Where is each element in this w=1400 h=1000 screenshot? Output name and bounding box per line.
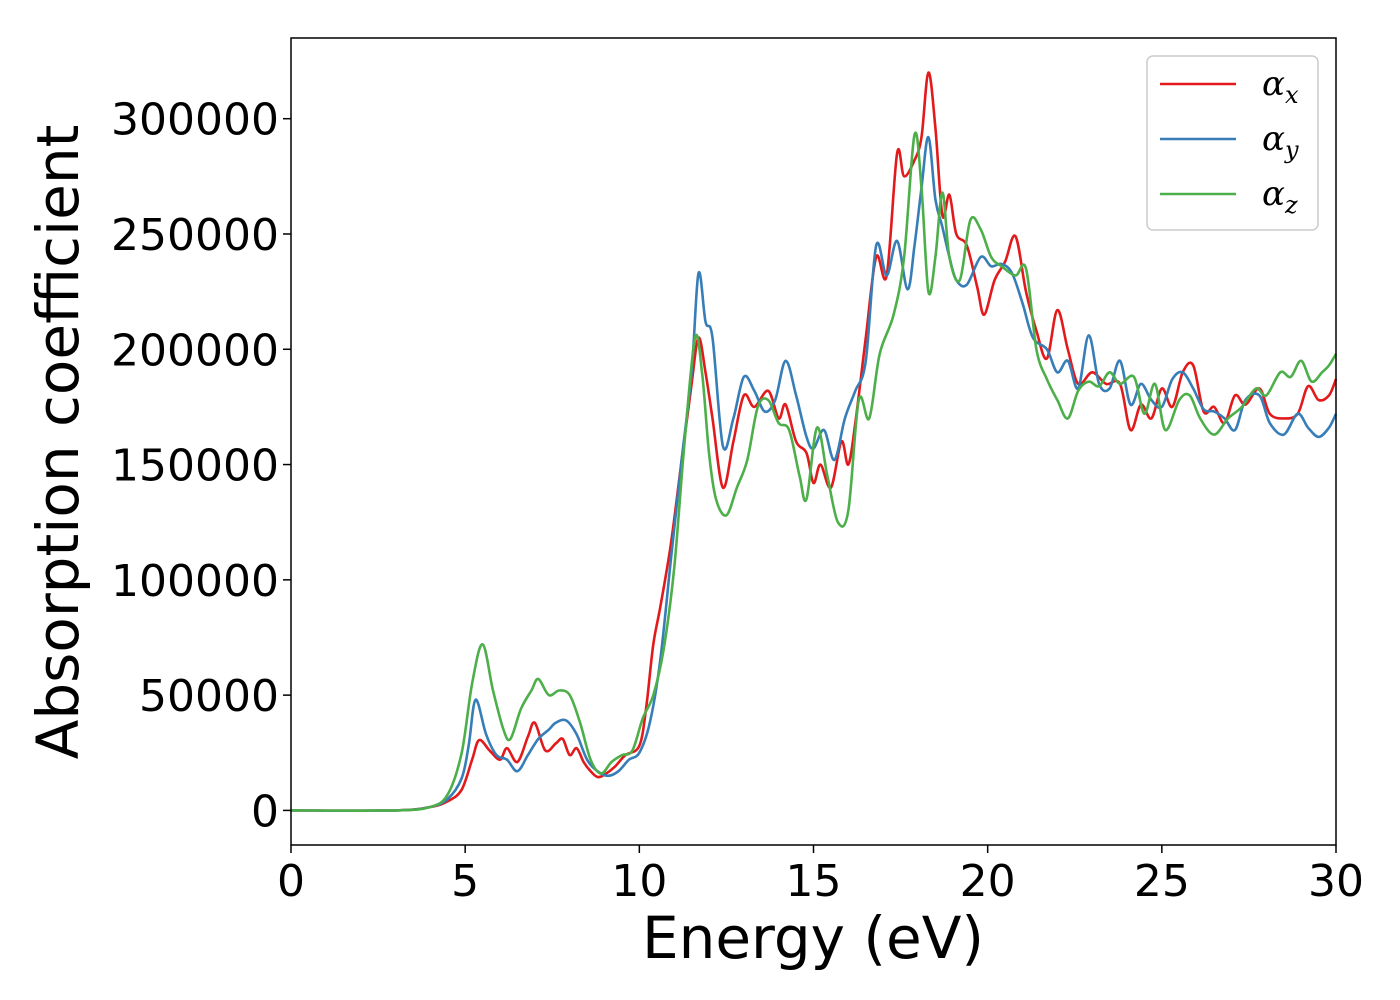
x-tick-label: 5 (451, 856, 479, 907)
y-tick-label: 0 (251, 786, 279, 837)
y-tick-label: 100000 (111, 556, 279, 607)
x-tick-label: 20 (960, 856, 1016, 907)
x-tick-label: 25 (1134, 856, 1190, 907)
legend-box (1146, 55, 1319, 231)
y-tick-label: 250000 (111, 210, 279, 261)
x-axis-ticks: 0 5 10 15 20 25 30 (277, 845, 1364, 907)
y-tick-label: 200000 (111, 325, 279, 376)
y-tick-label: 150000 (111, 441, 279, 492)
series-line-alpha-y (290, 135, 1338, 812)
x-tick-label: 30 (1308, 856, 1364, 907)
series-layer (290, 71, 1338, 812)
series-line-alpha-x (290, 71, 1338, 812)
x-tick-label: 0 (277, 856, 305, 907)
y-axis-label: Absorption coefficient (24, 125, 92, 760)
x-tick-label: 10 (611, 856, 667, 907)
x-tick-label: 15 (786, 856, 842, 907)
series-line-alpha-z (290, 131, 1338, 812)
y-tick-label: 300000 (111, 95, 279, 146)
x-axis-label: Energy (eV) (642, 904, 984, 972)
y-tick-label: 50000 (139, 671, 279, 722)
y-axis-ticks: 0 50000 100000 150000 200000 250000 300000 (111, 95, 291, 837)
